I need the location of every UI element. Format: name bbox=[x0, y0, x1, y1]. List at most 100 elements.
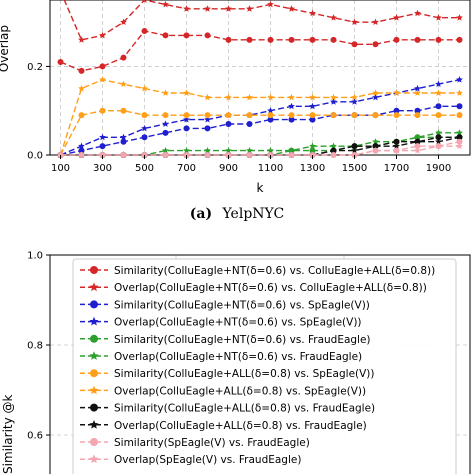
series-1-line bbox=[63, 0, 460, 41]
series-11-point bbox=[99, 151, 106, 158]
series-0-point bbox=[225, 36, 232, 43]
series-6-line bbox=[59, 110, 460, 156]
legend-marker bbox=[90, 334, 98, 343]
series-3-point bbox=[99, 133, 106, 141]
panel-a-x-tick-label: 1100 bbox=[258, 163, 283, 174]
series-7-point bbox=[414, 89, 421, 96]
series-1 bbox=[63, 0, 463, 43]
series-5-point bbox=[267, 146, 274, 154]
series-5-point bbox=[435, 129, 442, 136]
series-5-point bbox=[225, 146, 232, 154]
series-3-point bbox=[78, 142, 85, 150]
series-0-point bbox=[267, 36, 274, 43]
caption-text: YelpNYC bbox=[222, 206, 285, 222]
panel-a-y-ticks: 0.0 0.2 bbox=[27, 62, 50, 162]
series-11-point bbox=[393, 146, 400, 154]
series-10-point bbox=[414, 143, 421, 150]
series-3-point bbox=[372, 93, 379, 101]
legend-label: Similarity(ColluEagle+NT(δ=0.6) vs. Frau… bbox=[114, 334, 371, 346]
legend-marker bbox=[89, 454, 99, 464]
series-2-point bbox=[456, 103, 463, 110]
series-6-point bbox=[162, 112, 169, 119]
series-7-point bbox=[456, 89, 463, 96]
series-3-point bbox=[288, 102, 295, 110]
legend-label: Overlap(ColluEagle+NT(δ=0.6) vs. ColluEa… bbox=[114, 282, 427, 294]
legend-item: Similarity(ColluEagle+NT(δ=0.6) vs. Frau… bbox=[80, 334, 371, 346]
legend-item: Similarity(ColluEagle+NT(δ=0.6) vs. SpEa… bbox=[80, 299, 370, 311]
series-0-point bbox=[372, 41, 379, 48]
series-10-point bbox=[456, 138, 463, 145]
series-6 bbox=[57, 107, 463, 158]
series-7-point bbox=[141, 84, 148, 92]
series-11-point bbox=[330, 151, 337, 158]
legend-items: Similarity(ColluEagle+NT(δ=0.6) vs. Coll… bbox=[80, 265, 435, 466]
legend-marker bbox=[90, 266, 98, 274]
series-3-point bbox=[351, 98, 358, 105]
series-1-point bbox=[372, 18, 379, 26]
series-7-point bbox=[372, 89, 379, 96]
series-11-point bbox=[288, 151, 295, 158]
series-9-point bbox=[330, 146, 337, 154]
series-6-point bbox=[288, 112, 295, 119]
series-6-point bbox=[183, 112, 190, 119]
series-2-point bbox=[393, 107, 400, 114]
series-11-point bbox=[456, 142, 463, 150]
series-6-point bbox=[204, 112, 211, 119]
series-9-point bbox=[372, 142, 379, 150]
series-2-point bbox=[141, 134, 148, 141]
legend-marker bbox=[89, 385, 99, 395]
series-0-point bbox=[246, 36, 253, 43]
series-9-point bbox=[351, 146, 358, 154]
legend-item: Similarity(SpEagle(V) vs. FraudEagle) bbox=[80, 437, 310, 449]
series-5-point bbox=[414, 133, 421, 141]
series-0-point bbox=[393, 36, 400, 43]
series-5-point bbox=[456, 129, 463, 136]
series-6-point bbox=[267, 112, 274, 119]
series-11 bbox=[57, 142, 463, 158]
legend-item: Overlap(SpEagle(V) vs. FraudEagle) bbox=[80, 454, 301, 466]
series-9-point bbox=[456, 133, 463, 141]
series-9-point bbox=[414, 138, 421, 145]
series-6-point bbox=[99, 107, 106, 114]
panel-a-x-tick-label: 1700 bbox=[384, 163, 409, 174]
series-7-point bbox=[309, 93, 316, 101]
series-7-point bbox=[204, 93, 211, 101]
series-1-point bbox=[456, 14, 463, 21]
series-7-point bbox=[267, 93, 274, 101]
series-5-point bbox=[288, 146, 295, 154]
panel-a-x-tick-label: 700 bbox=[177, 163, 196, 174]
series-3-point bbox=[414, 84, 421, 92]
series-3-point bbox=[141, 124, 148, 132]
series-1-point bbox=[288, 5, 295, 12]
series-2-point bbox=[78, 147, 85, 154]
series-11-point bbox=[372, 146, 379, 154]
series-1-point bbox=[330, 14, 337, 21]
series-2-point bbox=[414, 107, 421, 114]
panel-b-y-tick-label: 0.8 bbox=[27, 341, 43, 352]
series-6-point bbox=[351, 112, 358, 119]
series-2-point bbox=[225, 121, 232, 127]
series-9 bbox=[57, 133, 463, 158]
legend-item: Similarity(ColluEagle+NT(δ=0.6) vs. Coll… bbox=[80, 265, 435, 277]
series-4-line bbox=[60, 136, 460, 156]
series-6-point bbox=[456, 112, 463, 119]
series-3-point bbox=[120, 133, 127, 141]
legend-item: Similarity(ColluEagle+ALL(δ=0.8) vs. Fra… bbox=[80, 403, 375, 415]
series-2-line bbox=[60, 105, 460, 156]
series-7-point bbox=[78, 84, 85, 92]
series-2-point bbox=[120, 138, 127, 145]
panel-a: 100 300 500 700 900 1100 1300 1500 1700 1900 0.00… bbox=[0, 0, 471, 222]
series-11-point bbox=[246, 151, 253, 158]
series-6-point bbox=[330, 112, 337, 119]
series-6-point bbox=[78, 112, 85, 119]
series-7-line bbox=[59, 78, 460, 156]
panel-b-y-tick-label: 0.6 bbox=[27, 431, 43, 442]
panel-b-y-label: Similarity @k bbox=[1, 394, 15, 474]
series-7-point bbox=[435, 89, 442, 96]
series-1-point bbox=[393, 14, 400, 21]
series-0-point bbox=[351, 41, 358, 48]
legend-label: Overlap(ColluEagle+ALL(δ=0.8) vs. FraudE… bbox=[114, 420, 367, 432]
series-5-point bbox=[372, 138, 379, 145]
series-2-point bbox=[246, 121, 253, 127]
